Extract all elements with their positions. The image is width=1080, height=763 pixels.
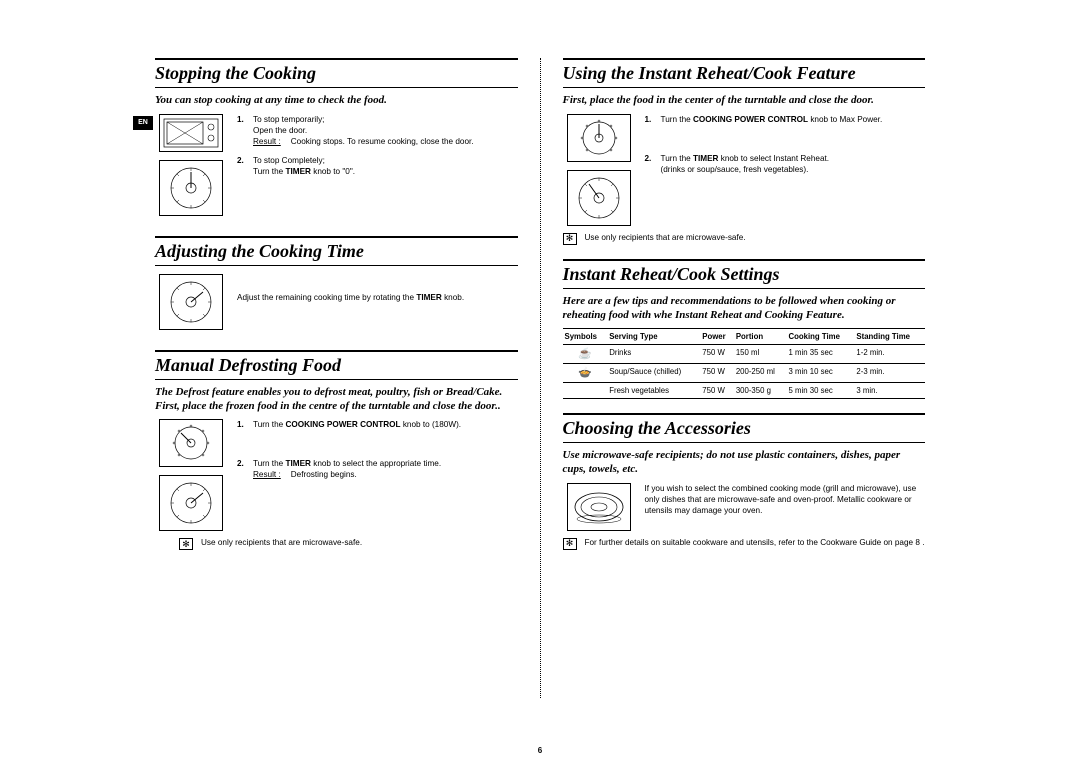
right-column: Using the Instant Reheat/Cook Feature Fi… (563, 58, 926, 718)
step-text: Turn the COOKING POWER CONTROL knob to M… (661, 114, 926, 125)
column-divider (540, 58, 541, 698)
heading-accessories: Choosing the Accessories (563, 413, 926, 443)
table-row: Fresh vegetables 750 W 300-350 g 5 min 3… (563, 383, 926, 399)
heading-settings: Instant Reheat/Cook Settings (563, 259, 926, 289)
th-standtime: Standing Time (854, 329, 925, 345)
th-cooktime: Cooking Time (787, 329, 855, 345)
step-number: 2. (237, 155, 247, 177)
lang-badge: EN (133, 116, 153, 130)
cup-icon: ☕ (563, 345, 608, 364)
th-serving: Serving Type (607, 329, 700, 345)
th-portion: Portion (734, 329, 787, 345)
section-stopping: Stopping the Cooking You can stop cookin… (155, 58, 518, 222)
timer-dial-icon (567, 170, 631, 226)
step-text: Turn the TIMER knob to select the approp… (253, 458, 518, 469)
step-number: 1. (237, 419, 247, 430)
settings-table: Symbols Serving Type Power Portion Cooki… (563, 328, 926, 399)
section-accessories: Choosing the Accessories Use microwave-s… (563, 413, 926, 550)
result-text: Cooking stops. To resume cooking, close … (291, 136, 474, 147)
th-symbols: Symbols (563, 329, 608, 345)
note-text: Use only recipients that are microwave-s… (201, 537, 518, 548)
heading-stopping: Stopping the Cooking (155, 58, 518, 88)
section-adjusting: Adjusting the Cooking Time (155, 236, 518, 336)
lead-settings: Here are a few tips and recommendations … (563, 295, 926, 323)
note-text: Use only recipients that are microwave-s… (585, 232, 926, 243)
body-text: If you wish to select the combined cooki… (645, 483, 926, 531)
heading-instant: Using the Instant Reheat/Cook Feature (563, 58, 926, 88)
result-label: Result : (253, 136, 281, 147)
bowl-icon: 🍲 (563, 364, 608, 383)
heading-adjusting: Adjusting the Cooking Time (155, 236, 518, 266)
step-number: 2. (645, 153, 655, 175)
timer-dial-icon (159, 160, 223, 216)
turntable-icon (567, 483, 631, 531)
section-defrost: Manual Defrosting Food The Defrost featu… (155, 350, 518, 551)
step-text: Turn the COOKING POWER CONTROL knob to (… (253, 419, 518, 430)
lead-stopping: You can stop cooking at any time to chec… (155, 94, 518, 108)
section-instant: Using the Instant Reheat/Cook Feature Fi… (563, 58, 926, 245)
page-number: 6 (538, 746, 542, 755)
microwave-front-icon (159, 114, 223, 152)
table-row: 🍲 Soup/Sauce (chilled) 750 W 200-250 ml … (563, 364, 926, 383)
step-text: (drinks or soup/sauce, fresh vegetables)… (661, 164, 926, 175)
step-text: Turn the TIMER knob to "0". (253, 166, 518, 177)
timer-dial-icon (159, 475, 223, 531)
step-number: 2. (237, 458, 247, 480)
note-text: For further details on suitable cookware… (585, 537, 926, 548)
timer-dial-icon (159, 274, 223, 330)
lead-defrost: The Defrost feature enables you to defro… (155, 386, 518, 414)
note-icon: ✻ (179, 538, 193, 550)
left-column: Stopping the Cooking You can stop cookin… (155, 58, 518, 718)
body-text: Adjust the remaining cooking time by rot… (237, 293, 464, 302)
step-number: 1. (237, 114, 247, 147)
note-icon: ✻ (563, 233, 577, 245)
step-text: To stop Completely; (253, 155, 518, 166)
th-power: Power (700, 329, 734, 345)
lead-accessories: Use microwave-safe recipients; do not us… (563, 449, 926, 477)
result-text: Defrosting begins. (291, 469, 357, 480)
heading-defrost: Manual Defrosting Food (155, 350, 518, 380)
power-dial-icon (567, 114, 631, 162)
note-icon: ✻ (563, 538, 577, 550)
result-label: Result : (253, 469, 281, 480)
step-number: 1. (645, 114, 655, 125)
table-row: ☕ Drinks 750 W 150 ml 1 min 35 sec 1-2 m… (563, 345, 926, 364)
power-dial-icon (159, 419, 223, 467)
step-text: Turn the TIMER knob to select Instant Re… (661, 153, 926, 164)
step-text: Open the door. (253, 125, 518, 136)
page-container: Stopping the Cooking You can stop cookin… (155, 58, 925, 718)
step-text: To stop temporarily; (253, 114, 518, 125)
lead-instant: First, place the food in the center of t… (563, 94, 926, 108)
section-settings: Instant Reheat/Cook Settings Here are a … (563, 259, 926, 400)
